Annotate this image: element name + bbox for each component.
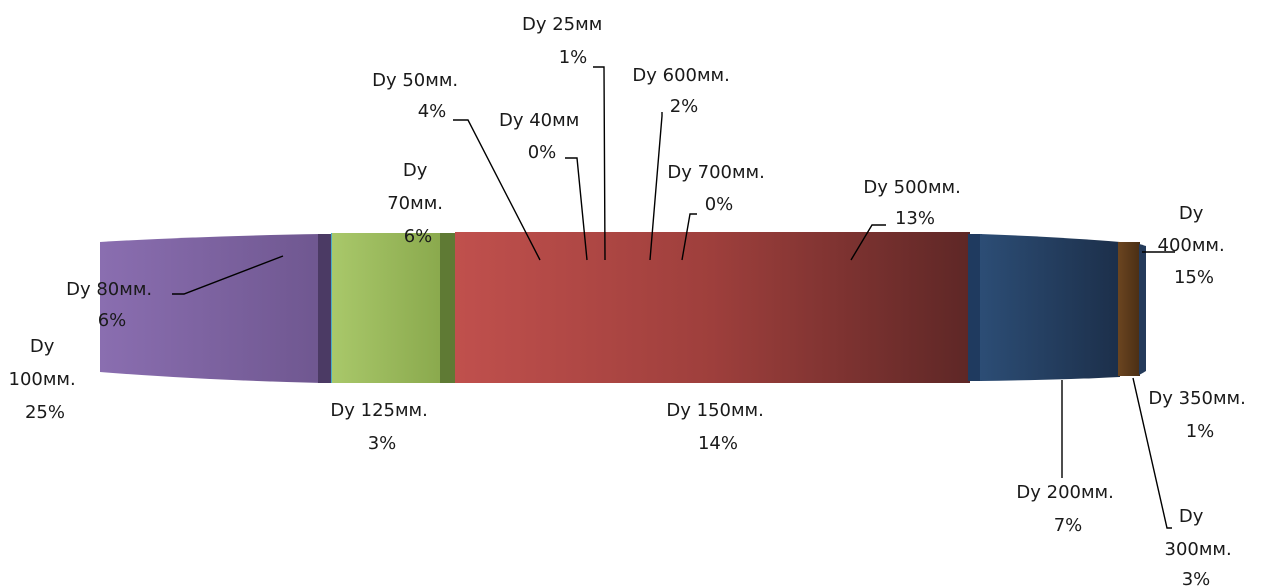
slice-dy-80: [318, 234, 331, 383]
leader-dy-50: [453, 119, 541, 261]
label-dy-300: Dy 300мм. 3%: [1165, 506, 1238, 588]
slice-dy-100: [100, 234, 322, 383]
label-dy-70: Dy 70мм. 6%: [387, 160, 449, 247]
slice-dy-70: [332, 233, 442, 383]
slice-dy-150: [455, 232, 970, 383]
label-dy-25: Dy 25мм 1%: [522, 14, 608, 68]
label-dy-600: Dy 600мм. 2%: [632, 65, 735, 117]
label-dy-350: Dy 350мм. 1%: [1148, 388, 1251, 442]
leader-dy-25: [593, 66, 606, 261]
label-dy-500: Dy 500мм. 13%: [863, 177, 966, 229]
label-dy-50: Dy 50мм. 4%: [372, 70, 464, 122]
slice-dy-350: [1139, 244, 1146, 375]
label-dy-80: Dy 80мм. 6%: [66, 279, 158, 331]
label-dy-400: Dy 400мм. 15%: [1158, 203, 1231, 288]
leader-dy-500: [850, 224, 886, 261]
leader-dy-40: [565, 157, 588, 261]
label-dy-100: Dy 100мм. 25%: [9, 336, 82, 423]
label-dy-125: Dy 125мм. 3%: [330, 400, 433, 454]
slice-dy-200: [968, 234, 982, 381]
leader-dy-600: [649, 112, 663, 261]
label-dy-40: Dy 40мм 0%: [499, 110, 585, 163]
label-dy-150: Dy 150мм. 14%: [666, 400, 769, 454]
slice-dy-400: [980, 234, 1120, 381]
leader-dy-80: [172, 255, 284, 295]
slice-dy-300: [1118, 242, 1140, 376]
label-dy-700: Dy 700мм. 0%: [667, 162, 770, 215]
leader-dy-700: [681, 213, 697, 261]
label-dy-200: Dy 200мм. 7%: [1016, 482, 1119, 536]
slice-dy-50: [440, 233, 455, 383]
leader-dy-350: [1132, 377, 1172, 529]
